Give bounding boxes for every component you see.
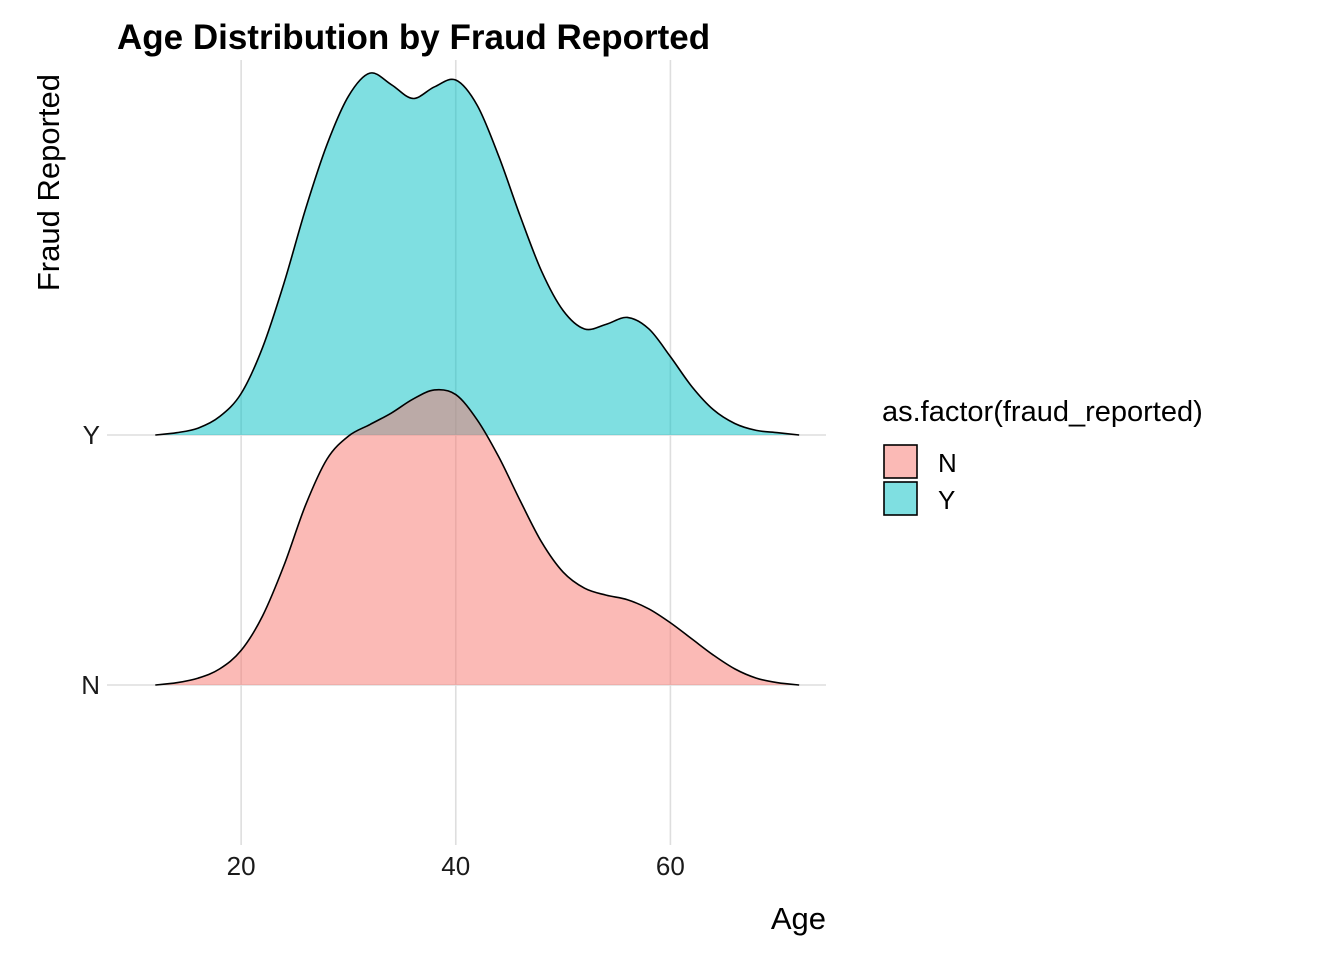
legend-items: NY <box>883 444 957 516</box>
tick-layer: 20 40 60 N Y <box>81 420 685 881</box>
y-tick-label: Y <box>83 420 100 450</box>
legend-key-y <box>883 481 918 516</box>
ridge-area-y <box>155 72 800 435</box>
legend: as.factor(fraud_reported) NY <box>882 396 1203 516</box>
y-tick-label: N <box>81 670 100 700</box>
ridge-outline-n <box>155 388 800 686</box>
ridge-layer <box>155 72 800 686</box>
chart-title: Age Distribution by Fraud Reported <box>117 18 710 57</box>
x-tick-label: 60 <box>656 851 685 881</box>
x-tick-label: 40 <box>441 851 470 881</box>
x-tick-label: 20 <box>227 851 256 881</box>
ridge-area-n <box>155 389 800 685</box>
x-axis-title: Age <box>771 901 826 936</box>
legend-key-n <box>883 444 918 479</box>
legend-title: as.factor(fraud_reported) <box>882 396 1203 428</box>
y-axis-title: Fraud Reported <box>31 74 66 291</box>
legend-label-n: N <box>938 448 957 478</box>
ridge-outline-y <box>155 72 800 436</box>
legend-label-y: Y <box>938 485 955 515</box>
